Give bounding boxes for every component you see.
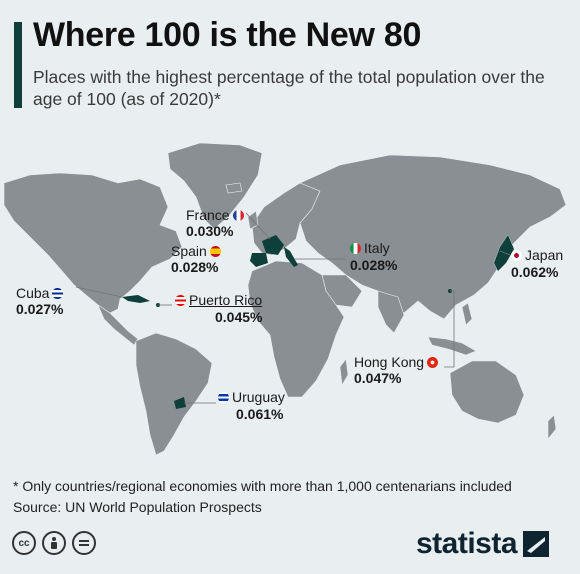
footnote-source: Source: UN World Population Prospects xyxy=(13,499,262,515)
australia-shape xyxy=(449,360,525,424)
label-france: France 0.030% xyxy=(186,207,244,239)
philippines-shape xyxy=(461,302,473,326)
asia-shape xyxy=(299,154,567,320)
uruguay-flag-icon xyxy=(218,391,229,403)
madagascar-shape xyxy=(339,358,349,386)
cuba-flag-icon xyxy=(52,287,64,299)
new-zealand-shape xyxy=(547,414,557,440)
label-uruguay: Uruguay 0.061% xyxy=(218,389,285,422)
cuba-highlight xyxy=(122,295,150,303)
north-america-shape xyxy=(3,172,183,314)
footnote: * Only countries/regional economies with… xyxy=(13,476,512,518)
italy-flag-icon xyxy=(350,242,361,254)
france-flag-icon xyxy=(232,209,244,221)
italy-highlight xyxy=(284,247,298,267)
spain-highlight xyxy=(250,253,268,267)
brand-name: statista xyxy=(416,527,518,560)
label-spain: Spain 0.028% xyxy=(171,243,221,275)
greenland-shape xyxy=(167,142,263,230)
puerto-rico-flag-icon xyxy=(175,294,186,306)
japan-leader xyxy=(499,250,511,256)
license-icons: cc xyxy=(12,531,96,555)
attribution-icon[interactable] xyxy=(42,531,66,555)
south-america-shape xyxy=(135,332,213,456)
spain-flag-icon xyxy=(209,245,221,257)
no-derivatives-icon[interactable] xyxy=(72,531,96,555)
creative-commons-icon[interactable]: cc xyxy=(12,531,36,555)
world-map xyxy=(3,142,567,456)
india-shape xyxy=(377,290,405,334)
central-america-shape xyxy=(97,304,139,346)
iceland-shape xyxy=(225,182,243,194)
hong-kong-flag-icon xyxy=(427,356,439,368)
label-japan: Japan 0.062% xyxy=(511,247,564,280)
label-puerto-rico: Puerto Rico 0.045% xyxy=(175,292,262,325)
accent-bar xyxy=(14,22,22,108)
uruguay-highlight xyxy=(174,397,186,409)
indonesia-shape xyxy=(427,336,477,356)
statista-mark-icon xyxy=(523,531,550,557)
cuba-leader xyxy=(75,286,123,298)
label-hong-kong: Hong Kong 0.047% xyxy=(354,354,439,386)
france-leader xyxy=(245,212,271,240)
page-subtitle: Places with the highest percentage of th… xyxy=(33,67,545,109)
brand-logo[interactable]: statista xyxy=(416,527,550,561)
page-title: Where 100 is the New 80 xyxy=(33,16,422,54)
japan-flag-icon xyxy=(511,249,522,261)
label-italy: Italy 0.028% xyxy=(350,240,398,273)
africa-shape xyxy=(247,260,345,398)
france-highlight xyxy=(262,235,284,255)
label-cuba: Cuba 0.027% xyxy=(16,285,64,317)
hong-kong-leader xyxy=(444,290,455,368)
footnote-note: * Only countries/regional economies with… xyxy=(13,478,512,494)
